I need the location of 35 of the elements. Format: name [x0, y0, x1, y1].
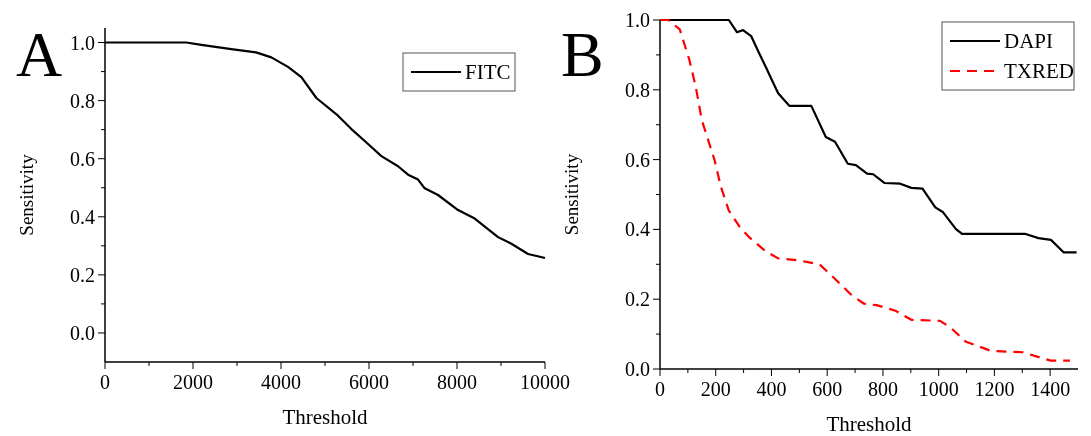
- x-tick-label: 1400: [1030, 378, 1071, 400]
- x-tick-label: 400: [756, 378, 787, 400]
- x-tick-label: 10000: [520, 371, 570, 393]
- y-tick-label: 1.0: [70, 31, 95, 54]
- y-axis-title: Sensitivity: [561, 153, 582, 236]
- x-tick-label: 200: [700, 378, 731, 400]
- x-tick-label: 8000: [437, 371, 477, 393]
- x-tick-label: 600: [812, 378, 843, 400]
- legend-label: TXRED: [1004, 59, 1074, 83]
- x-axis-title: Threshold: [826, 412, 913, 436]
- chart-title: B: [561, 19, 604, 90]
- y-tick-label: 1.0: [625, 9, 650, 31]
- legend-label: DAPI: [1004, 29, 1054, 53]
- y-tick-label: 0.4: [625, 218, 650, 241]
- y-tick-label: 0.6: [625, 148, 650, 171]
- y-tick-label: 0.8: [625, 78, 650, 101]
- line-series: [658, 18, 1072, 362]
- x-tick-label: 2000: [173, 371, 213, 393]
- x-tick-label: 4000: [261, 371, 301, 393]
- x-tick-label: 0: [100, 371, 110, 393]
- legend-label: FITC: [465, 60, 511, 84]
- x-tick-label: 0: [655, 378, 665, 400]
- x-axis-title: Threshold: [282, 405, 369, 429]
- y-tick-label: 0.0: [625, 358, 650, 380]
- chart-title: A: [16, 19, 63, 90]
- y-axis-title: Sensitivity: [16, 153, 37, 236]
- x-tick-label: 1000: [918, 378, 959, 400]
- y-tick-label: 0.2: [625, 288, 650, 311]
- x-tick-label: 800: [867, 378, 898, 400]
- y-tick-label: 0.4: [70, 205, 95, 228]
- x-tick-label: 6000: [349, 371, 389, 393]
- y-tick-label: 0.2: [70, 263, 95, 286]
- x-tick-label: 1200: [974, 378, 1015, 400]
- y-tick-label: 0.6: [70, 147, 95, 170]
- y-tick-label: 0.8: [70, 89, 95, 112]
